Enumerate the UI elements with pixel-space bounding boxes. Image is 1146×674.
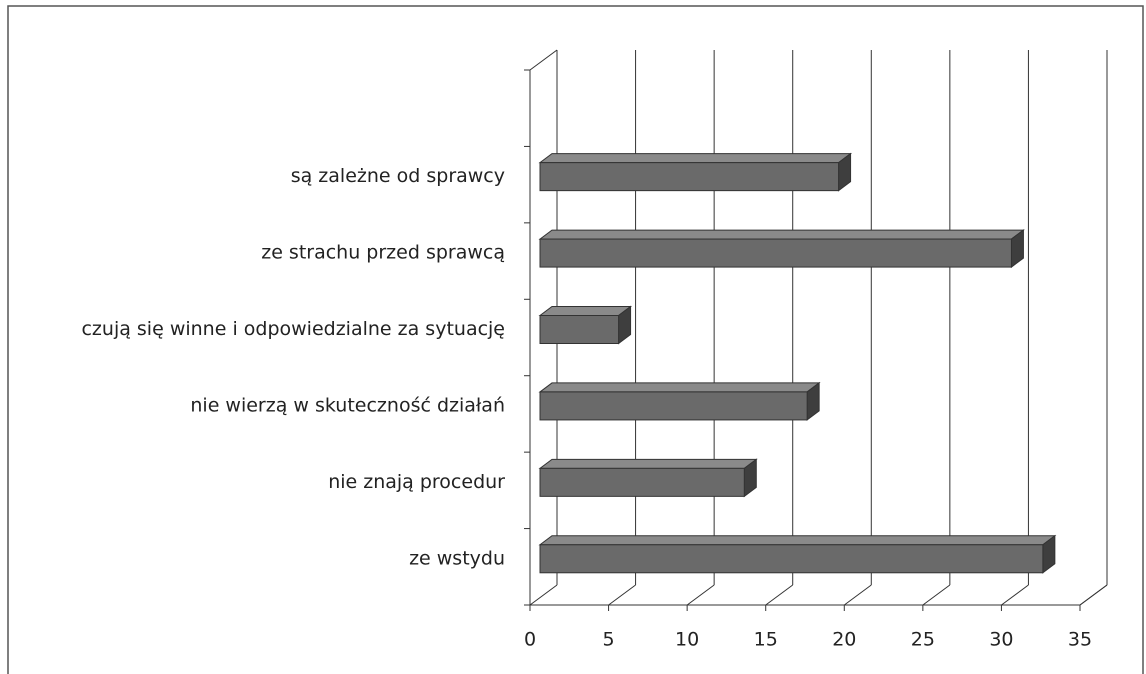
- bar-top: [538, 535, 1057, 546]
- x-tick-label: 30: [989, 629, 1013, 651]
- floor-line: [1079, 584, 1108, 606]
- side-wall-top: [529, 49, 558, 71]
- floor-line: [608, 584, 636, 606]
- bar: [539, 315, 620, 344]
- floor-line: [1001, 584, 1029, 606]
- bar-top: [538, 382, 821, 393]
- bar: [539, 544, 1044, 574]
- bar: [539, 162, 840, 192]
- y-tick-label: ze strachu przed sprawcą: [261, 242, 505, 264]
- floor-line: [843, 584, 872, 606]
- floor-line: [765, 584, 794, 606]
- x-tick-label: 0: [524, 629, 536, 651]
- frame: [7, 5, 1144, 674]
- x-tick-label: 10: [675, 629, 699, 651]
- bar-top: [538, 229, 1025, 240]
- bar-top: [538, 153, 853, 164]
- x-tick-label: 25: [911, 629, 935, 651]
- bar: [539, 391, 808, 421]
- floor-line: [529, 584, 558, 606]
- bar: [539, 467, 745, 497]
- y-tick-label: czują się winne i odpowiedzialne za sytu…: [81, 318, 505, 340]
- bar-top: [538, 306, 633, 316]
- x-tick-label: 5: [603, 629, 615, 651]
- floor-line: [686, 584, 715, 606]
- y-tick-label: nie wierzą w skuteczność działań: [190, 394, 505, 416]
- y-tick-label: są zależne od sprawcy: [291, 165, 505, 187]
- floor-line: [922, 584, 951, 606]
- x-tick-label: 15: [754, 629, 778, 651]
- bar-top: [538, 458, 758, 469]
- y-tick-label: ze wstydu: [409, 547, 505, 569]
- x-tick-label: 35: [1068, 629, 1092, 651]
- x-tick-label: 20: [832, 629, 856, 651]
- bar: [539, 238, 1012, 268]
- y-tick-label: nie znają procedur: [328, 471, 505, 493]
